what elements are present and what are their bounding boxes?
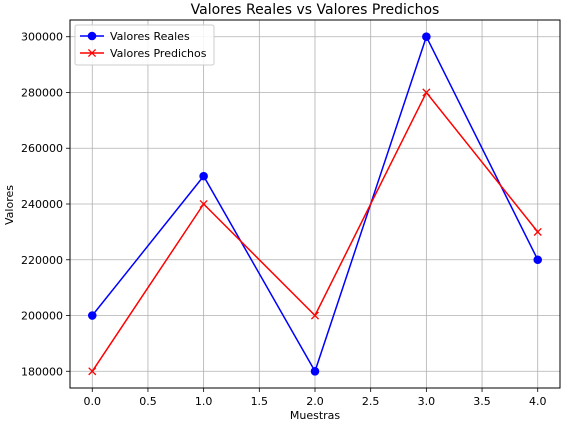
series-predichos-point-stroke (88, 367, 97, 376)
x-tick-label: 2.0 (306, 395, 324, 408)
x-tick-label: 0.5 (139, 395, 157, 408)
series-predichos-point (422, 88, 431, 97)
y-tick-label: 260000 (21, 142, 63, 155)
legend: Valores Reales Valores Predichos (74, 24, 215, 66)
legend-item-predichos-marker-stroke (87, 48, 97, 58)
y-tick-label: 180000 (21, 365, 63, 378)
x-tick-label: 3.5 (473, 395, 491, 408)
series-predichos (88, 88, 542, 376)
legend-item-reales-marker (87, 31, 97, 41)
series-reales-point (310, 366, 320, 376)
y-tick-label: 200000 (21, 310, 63, 323)
plot-area (69, 19, 561, 389)
grid (70, 20, 560, 388)
x-tick-label: 2.5 (362, 395, 380, 408)
legend-box (74, 24, 215, 66)
legend-item-reales-label: Valores Reales (110, 30, 190, 43)
series-predichos-point (88, 367, 97, 376)
ticks: 0.0 0.5 1.0 1.5 2.0 2.5 3.0 3.5 4.0 180000 200000 2… (21, 31, 546, 408)
y-axis-label: Valores (3, 185, 16, 225)
series-reales-point (533, 255, 543, 265)
x-tick-label: 1.5 (251, 395, 269, 408)
series-layer (87, 32, 543, 376)
x-tick-label: 3.0 (418, 395, 436, 408)
y-tick-label: 300000 (21, 31, 63, 44)
series-predichos-point-stroke (533, 227, 542, 236)
x-axis-label: Muestras (290, 409, 341, 422)
y-tick-label: 240000 (21, 198, 63, 211)
legend-item-predichos-marker (87, 48, 97, 58)
y-tick-label: 220000 (21, 254, 63, 267)
x-tick-label: 4.0 (529, 395, 547, 408)
series-reales-point (199, 171, 208, 181)
series-reales-point (422, 32, 431, 42)
series-reales-point (87, 311, 97, 320)
chart-title: Valores Reales vs Valores Predichos (191, 2, 440, 18)
legend-item-reales: Valores Reales (80, 30, 190, 43)
y-tick-label: 280000 (21, 86, 63, 99)
series-predichos-point-stroke (310, 311, 320, 320)
x-tick-label: 0.0 (84, 395, 102, 408)
legend-item-predichos-label: Valores Predichos (110, 47, 207, 60)
series-predichos-point (533, 227, 542, 236)
series-reales (87, 32, 543, 376)
series-predichos-point-stroke (422, 88, 431, 97)
x-tick-label: 1.0 (195, 395, 213, 408)
legend-item-predichos: Valores Predichos (80, 47, 207, 60)
series-predichos-point-stroke (199, 199, 208, 209)
series-predichos-point (199, 199, 208, 209)
series-predichos-point (310, 311, 320, 320)
